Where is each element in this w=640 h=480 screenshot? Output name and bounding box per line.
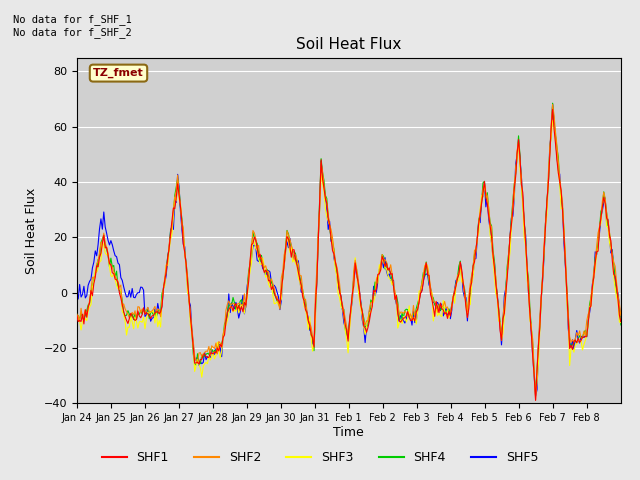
SHF3 — [617, 320, 625, 325]
SHF1 — [461, 289, 468, 295]
X-axis label: Time: Time — [333, 426, 364, 439]
SHF2 — [543, 203, 551, 209]
SHF3 — [108, 274, 116, 280]
Line: SHF5: SHF5 — [77, 104, 621, 396]
SHF5 — [543, 203, 551, 208]
SHF5 — [617, 313, 625, 319]
SHF4 — [353, 267, 360, 273]
SHF4 — [92, 270, 99, 276]
SHF4 — [616, 305, 623, 311]
Legend: SHF1, SHF2, SHF3, SHF4, SHF5: SHF1, SHF2, SHF3, SHF4, SHF5 — [97, 446, 543, 469]
SHF3 — [616, 319, 623, 325]
Line: SHF1: SHF1 — [77, 109, 621, 400]
SHF1 — [543, 198, 551, 204]
SHF3 — [532, 393, 540, 399]
Text: No data for f_SHF_1
No data for f_SHF_2: No data for f_SHF_1 No data for f_SHF_2 — [13, 14, 132, 38]
SHF4 — [543, 197, 551, 203]
SHF2 — [92, 273, 99, 278]
Line: SHF4: SHF4 — [77, 103, 621, 393]
SHF2 — [532, 397, 540, 403]
SHF1 — [108, 270, 116, 276]
SHF5 — [461, 295, 468, 300]
SHF5 — [108, 242, 116, 248]
Text: TZ_fmet: TZ_fmet — [93, 68, 144, 78]
SHF4 — [617, 322, 625, 328]
SHF1 — [532, 397, 540, 403]
SHF2 — [108, 264, 116, 270]
SHF3 — [73, 311, 81, 317]
SHF4 — [73, 315, 81, 321]
SHF3 — [92, 267, 99, 273]
SHF5 — [92, 248, 99, 254]
SHF5 — [548, 101, 556, 107]
SHF5 — [532, 393, 540, 399]
SHF1 — [92, 275, 99, 280]
SHF4 — [548, 100, 556, 106]
SHF5 — [353, 273, 360, 279]
SHF2 — [353, 266, 360, 272]
SHF2 — [548, 102, 556, 108]
SHF2 — [616, 300, 623, 306]
SHF1 — [73, 312, 81, 318]
SHF1 — [616, 312, 623, 318]
Title: Soil Heat Flux: Soil Heat Flux — [296, 37, 401, 52]
Line: SHF3: SHF3 — [77, 120, 621, 396]
SHF3 — [548, 117, 556, 123]
Y-axis label: Soil Heat Flux: Soil Heat Flux — [25, 187, 38, 274]
SHF5 — [73, 293, 81, 299]
SHF4 — [461, 286, 468, 292]
SHF3 — [543, 212, 551, 217]
SHF3 — [461, 292, 468, 298]
SHF1 — [353, 271, 360, 276]
SHF2 — [461, 290, 468, 296]
SHF4 — [532, 390, 540, 396]
SHF5 — [616, 304, 623, 310]
SHF4 — [108, 264, 116, 270]
Line: SHF2: SHF2 — [77, 105, 621, 400]
SHF3 — [353, 269, 360, 275]
SHF2 — [617, 313, 625, 319]
SHF2 — [73, 314, 81, 320]
SHF1 — [617, 319, 625, 324]
SHF1 — [548, 107, 556, 112]
